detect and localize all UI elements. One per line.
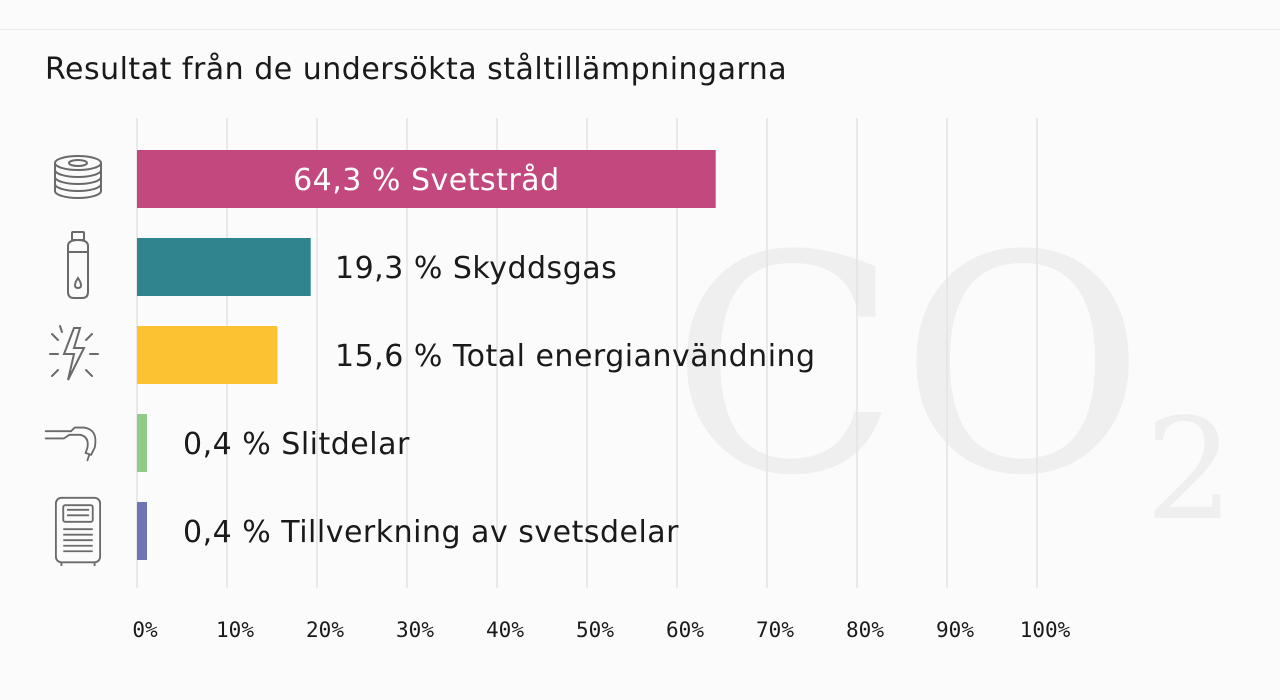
x-tick-label: 10% (216, 618, 254, 642)
top-divider (0, 29, 1280, 30)
lightning-energy-icon (49, 325, 99, 381)
watermark-main: CO (670, 192, 1146, 540)
x-tick-label: 70% (756, 618, 794, 642)
bar-1 (137, 150, 716, 208)
x-tick-label: 90% (936, 618, 974, 642)
co2-watermark: CO 2 (670, 192, 1234, 540)
wire-spool-icon (54, 155, 102, 199)
bar-label-3: 15,6 % Total energianvändning (335, 339, 816, 374)
x-tick-label: 0% (132, 618, 158, 642)
x-tick-label: 50% (576, 618, 614, 642)
welding-machine-icon (54, 496, 102, 566)
bar-label-1: 64,3 % Svetstråd (293, 163, 560, 198)
x-tick-label: 80% (846, 618, 884, 642)
bar-5 (137, 502, 147, 560)
x-tick-label: 30% (396, 618, 434, 642)
bar-3 (137, 326, 278, 384)
gas-cylinder-icon (67, 231, 89, 299)
chart-title: Resultat från de undersökta ståltillämpn… (45, 52, 788, 87)
bar-label-2: 19,3 % Skyddsgas (335, 251, 617, 286)
watermark-sub: 2 (1145, 389, 1234, 540)
x-tick-label: 20% (306, 618, 344, 642)
bar-4 (137, 414, 147, 472)
x-tick-label: 60% (666, 618, 704, 642)
bar-label-5: 0,4 % Tillverkning av svetsdelar (183, 515, 679, 550)
welding-torch-icon (44, 426, 97, 462)
x-tick-label: 40% (486, 618, 524, 642)
bar-2 (137, 238, 311, 296)
bar-label-4: 0,4 % Slitdelar (183, 427, 410, 462)
x-tick-label: 100% (1020, 618, 1071, 642)
